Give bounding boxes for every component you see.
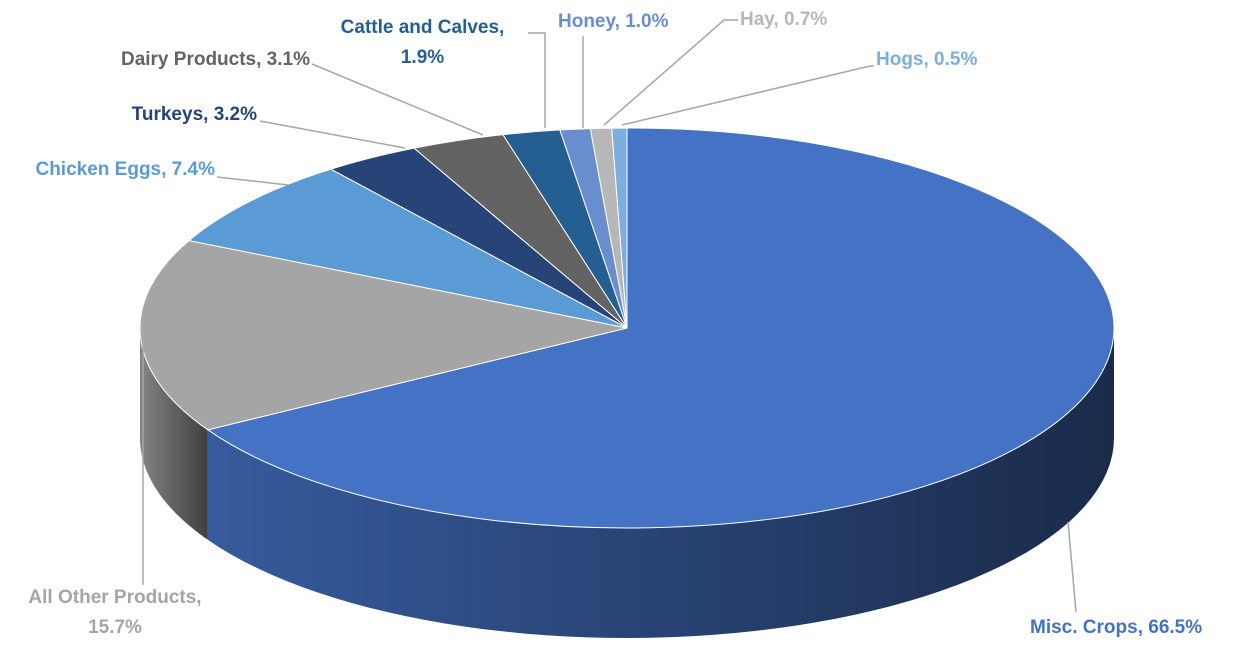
slice: [611, 127, 628, 329]
slice: [187, 168, 628, 329]
data-label: All Other Products, 15.7%: [28, 587, 202, 638]
slice-side: [207, 328, 1115, 638]
leader-line: [216, 176, 289, 186]
leader-line: [1067, 521, 1077, 613]
data-label: Turkeys, 3.2%: [131, 104, 257, 125]
data-label: Chicken Eggs, 7.4%: [35, 159, 215, 180]
data-label: Hogs, 0.5%: [876, 49, 978, 70]
leader-line: [603, 19, 738, 126]
leader-line: [528, 32, 546, 128]
leader-line: [621, 65, 874, 126]
data-label: Dairy Products, 3.1%: [120, 49, 310, 70]
data-label: Cattle and Calves, 1.9%: [340, 17, 505, 68]
leader-line: [259, 120, 406, 149]
data-label: Honey, 1.0%: [558, 11, 669, 32]
data-label: Misc. Crops, 66.5%: [1030, 617, 1203, 638]
data-label: Hay, 0.7%: [740, 9, 828, 30]
leader-line: [311, 63, 484, 136]
slice: [206, 127, 1115, 529]
slice: [139, 240, 628, 431]
